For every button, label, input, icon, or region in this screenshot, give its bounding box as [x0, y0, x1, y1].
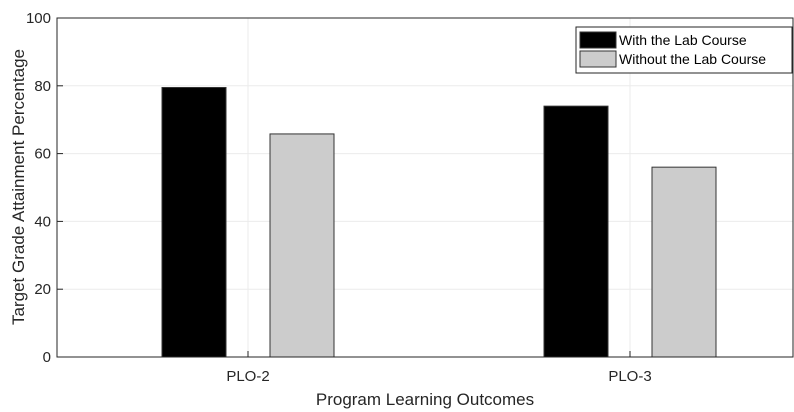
legend-label-1: Without the Lab Course	[619, 51, 766, 67]
y-tick-label-80: 80	[34, 78, 51, 95]
y-axis-label: Target Grade Attainment Percentage	[9, 49, 28, 325]
y-tick-label-40: 40	[34, 213, 51, 230]
legend-label-0: With the Lab Course	[619, 32, 747, 48]
y-axis-ticks: 0 20 40 60 80 100	[26, 10, 63, 366]
x-axis-ticks: PLO-2 PLO-3	[226, 351, 652, 385]
bar-series-1-plo-2	[269, 133, 335, 358]
legend-swatch-0	[579, 31, 617, 49]
y-tick-label-60: 60	[34, 146, 51, 163]
legend-swatch-1	[579, 50, 617, 68]
y-tick-label-0: 0	[43, 349, 51, 366]
y-tick-label-20: 20	[34, 281, 51, 298]
x-axis-label: Program Learning Outcomes	[316, 390, 534, 409]
plot-frame	[56, 17, 794, 358]
x-tick-label-1: PLO-3	[608, 368, 651, 385]
bar-series-0-plo-2	[161, 86, 227, 358]
legend: With the Lab Course Without the Lab Cours…	[575, 26, 793, 74]
bar-series-0-plo-3	[543, 105, 609, 358]
bars	[161, 86, 717, 358]
bar-series-1-plo-3	[651, 166, 717, 358]
x-tick-label-0: PLO-2	[226, 368, 269, 385]
y-tick-label-100: 100	[26, 10, 51, 27]
